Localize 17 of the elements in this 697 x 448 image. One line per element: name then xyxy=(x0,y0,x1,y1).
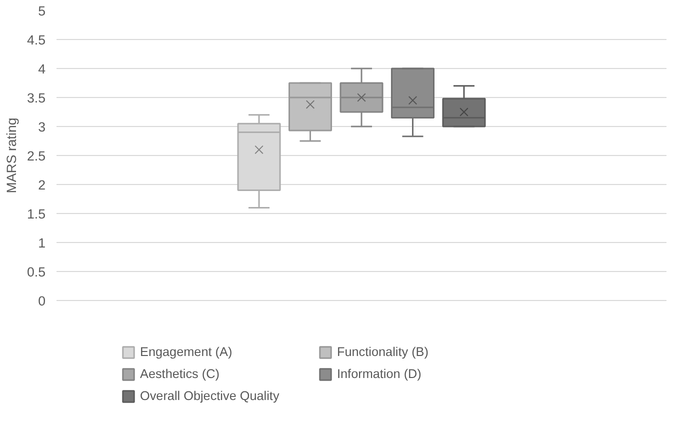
legend-label: Engagement (A) xyxy=(140,345,234,359)
y-axis-title: MARS rating xyxy=(4,118,19,194)
y-tick-label: 1 xyxy=(38,236,46,250)
y-tick-label: 3 xyxy=(38,120,46,134)
y-tick-label: 4 xyxy=(38,62,46,76)
y-tick-label: 1.5 xyxy=(26,206,46,222)
y-tick-label: 2 xyxy=(38,178,46,192)
legend-label: Overall Objective Quality xyxy=(140,389,280,403)
y-tick-label: 0.5 xyxy=(26,264,46,280)
legend-label: Information (D) xyxy=(337,367,422,381)
y-tick-label: 5 xyxy=(38,4,46,18)
y-tick-label: 2.5 xyxy=(26,148,46,164)
legend-label: Aesthetics (C) xyxy=(140,367,220,381)
y-tick-label: 3.5 xyxy=(26,90,46,106)
y-tick-label: 0 xyxy=(38,294,46,308)
y-tick-label: 4.5 xyxy=(26,32,46,48)
legend-label: Functionality (B) xyxy=(337,345,430,359)
